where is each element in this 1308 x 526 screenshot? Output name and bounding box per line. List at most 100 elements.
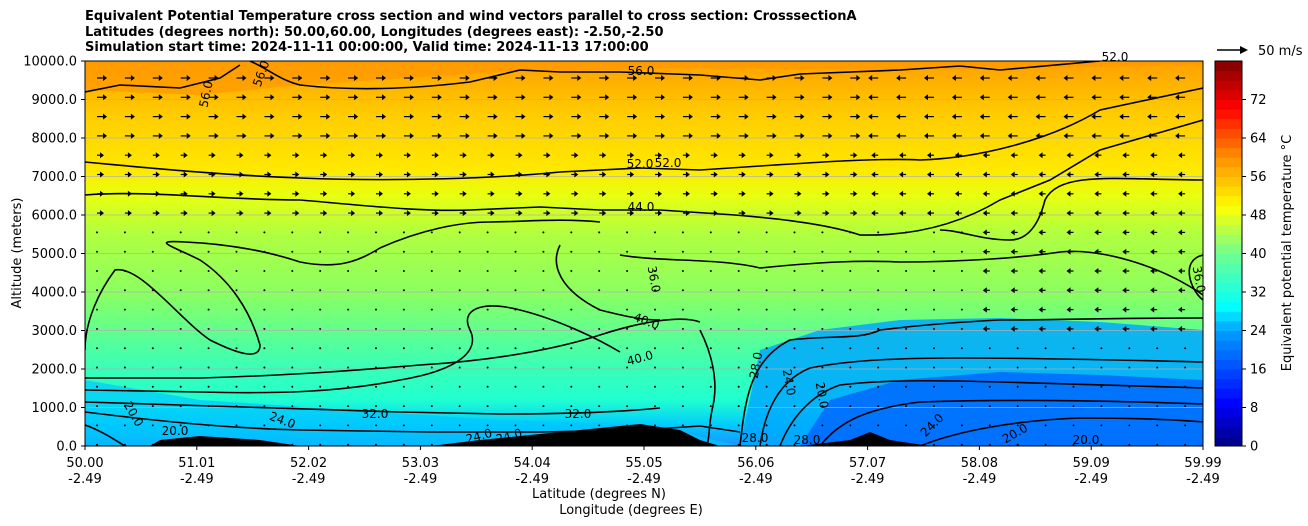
- y-tick-label: 9000.0: [32, 93, 78, 108]
- wind-arrow: [235, 347, 238, 350]
- wind-arrow-head: [1147, 75, 1152, 81]
- wind-arrow: [570, 289, 573, 292]
- wind-arrow: [737, 308, 740, 311]
- wind-arrow: [1156, 405, 1159, 408]
- wind-arrow: [821, 366, 824, 369]
- wind-arrow-head: [825, 171, 830, 178]
- colorbar-band: [1215, 417, 1242, 428]
- wind-arrow-head: [982, 306, 987, 313]
- wind-arrow: [681, 289, 684, 292]
- wind-arrow-head: [1119, 94, 1124, 101]
- wind-arrow: [123, 366, 126, 369]
- wind-arrow: [933, 308, 935, 311]
- wind-arrow: [849, 327, 852, 330]
- wind-arrow-head: [797, 171, 802, 178]
- x-tick-label-lon: -2.49: [739, 472, 773, 487]
- wind-arrow: [123, 347, 126, 350]
- wind-arrow: [877, 308, 880, 311]
- wind-arrow-head: [434, 152, 439, 159]
- wind-arrow: [1184, 424, 1187, 427]
- wind-arrow: [598, 308, 601, 311]
- wind-arrow-head: [1122, 325, 1127, 332]
- wind-arrow: [681, 327, 684, 330]
- wind-arrow-head: [1007, 94, 1012, 101]
- wind-arrow: [263, 366, 266, 369]
- wind-arrow: [514, 366, 517, 369]
- colorbar-band: [1215, 80, 1242, 91]
- colorbar-band: [1215, 224, 1242, 235]
- wind-arrow-head: [437, 132, 442, 139]
- wind-arrow: [905, 308, 908, 311]
- x-tick-label-lon: -2.49: [1186, 472, 1220, 487]
- wind-arrow: [207, 347, 210, 350]
- wind-arrow: [765, 385, 768, 388]
- contour-line: [699, 329, 716, 446]
- wind-arrow-head: [716, 94, 721, 101]
- wind-arrow: [793, 308, 796, 311]
- wind-arrow: [235, 270, 238, 272]
- wind-arrow-head: [158, 132, 163, 139]
- wind-arrow-head: [242, 75, 247, 81]
- contour-line: [85, 424, 126, 446]
- colorbar-band: [1215, 359, 1242, 370]
- wind-arrow: [654, 347, 656, 350]
- wind-arrow-head: [1175, 132, 1180, 139]
- wind-arrow-head: [954, 210, 959, 217]
- wind-arrow: [821, 385, 824, 388]
- wind-arrow-head: [546, 171, 551, 178]
- wind-arrow-head: [462, 171, 467, 178]
- wind-arrow: [514, 250, 517, 253]
- wind-arrow-head: [1010, 306, 1015, 313]
- wind-arrow-head: [1063, 113, 1068, 120]
- wind-arrow: [793, 443, 796, 446]
- wind-arrow: [960, 424, 963, 427]
- wind-arrow-head: [214, 132, 219, 139]
- wind-vectors: [96, 75, 1187, 446]
- wind-arrow: [514, 308, 517, 311]
- wind-arrow-head: [871, 210, 876, 217]
- wind-arrow-head: [658, 210, 662, 217]
- wind-arrow: [570, 347, 573, 350]
- wind-arrow: [793, 289, 796, 292]
- wind-arrow: [1100, 347, 1103, 350]
- wind-arrow: [598, 405, 601, 408]
- wind-arrow-head: [688, 132, 693, 139]
- wind-arrow: [430, 327, 433, 330]
- wind-arrow-head: [1038, 171, 1043, 178]
- wind-arrow: [1128, 385, 1131, 388]
- wind-arrow: [821, 270, 824, 272]
- wind-arrow: [821, 250, 824, 253]
- wind-arrow: [263, 347, 266, 350]
- wind-arrow: [179, 347, 182, 350]
- wind-arrow-head: [1119, 113, 1124, 120]
- wind-arrow-head: [982, 171, 987, 178]
- wind-arrow-head: [211, 171, 216, 178]
- colorbar-band: [1215, 272, 1242, 283]
- colorbar-band: [1215, 176, 1242, 187]
- wind-arrow-head: [382, 94, 386, 101]
- x-tick-label-lat: 53.03: [402, 456, 439, 471]
- wind-arrow-head: [688, 94, 693, 101]
- wind-arrow-head: [103, 75, 107, 81]
- wind-arrow: [291, 443, 294, 446]
- wind-arrow-head: [1094, 268, 1099, 274]
- wind-arrow-head: [982, 152, 987, 159]
- x-tick-label-lon: -2.49: [292, 472, 326, 487]
- colorbar-tick-label: 8: [1250, 401, 1258, 416]
- wind-arrow: [598, 347, 601, 350]
- wind-arrow-head: [1178, 325, 1183, 332]
- wind-arrow: [319, 327, 322, 330]
- wind-arrow-head: [1147, 132, 1152, 139]
- wind-arrow-head: [769, 210, 774, 217]
- wind-arrow: [430, 443, 433, 446]
- wind-arrow-head: [239, 152, 244, 159]
- wind-arrow-head: [856, 113, 861, 120]
- wind-arrow-head: [661, 113, 665, 120]
- wind-arrow: [849, 347, 852, 350]
- wind-arrow: [263, 289, 266, 292]
- wind-arrow: [179, 289, 182, 292]
- wind-arrow: [375, 424, 377, 427]
- wind-arrow-head: [769, 171, 774, 178]
- wind-arrow-head: [1066, 190, 1071, 197]
- wind-arrow: [626, 289, 629, 292]
